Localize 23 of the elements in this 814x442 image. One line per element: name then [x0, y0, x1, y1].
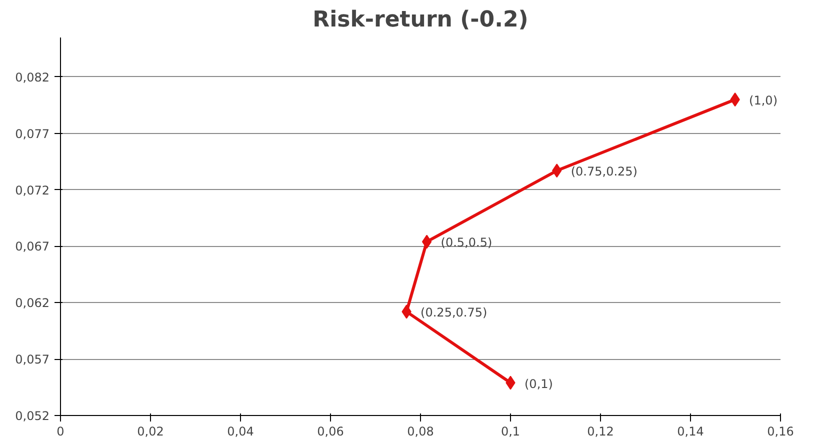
annotation: (0.5,0.5) — [440, 236, 492, 250]
y-tick-label: 0,072 — [15, 183, 50, 198]
x-tick-label: 0,04 — [227, 424, 254, 438]
point — [422, 234, 432, 249]
y-tick-label: 0,062 — [15, 296, 50, 310]
x-tick-label: 0,1 — [500, 424, 520, 438]
x-tick-label: 0,08 — [407, 424, 434, 438]
annotation: (0,1) — [524, 376, 553, 391]
x-tick-label: 0,02 — [137, 424, 164, 438]
x-tick-label: 0,16 — [767, 424, 794, 438]
x-tick-label: 0,14 — [677, 424, 704, 438]
x-tick-label: 0,06 — [317, 424, 344, 438]
y-tick-label: 0,067 — [15, 240, 50, 254]
chart-title: Risk-return (-0.2) — [312, 8, 528, 32]
y-tick-label: 0,057 — [15, 352, 50, 367]
y-tick-label: 0,077 — [15, 126, 50, 141]
y-tick-label: 0,082 — [15, 70, 50, 84]
y-tick-label: 0,052 — [15, 409, 50, 423]
x-tick-label: 0,12 — [587, 424, 614, 438]
annotation: (0.25,0.75) — [420, 306, 488, 320]
annotation: (0.75,0.25) — [570, 164, 638, 179]
annotation: (1,0) — [749, 94, 778, 108]
x-tick-label: 0 — [56, 424, 64, 438]
